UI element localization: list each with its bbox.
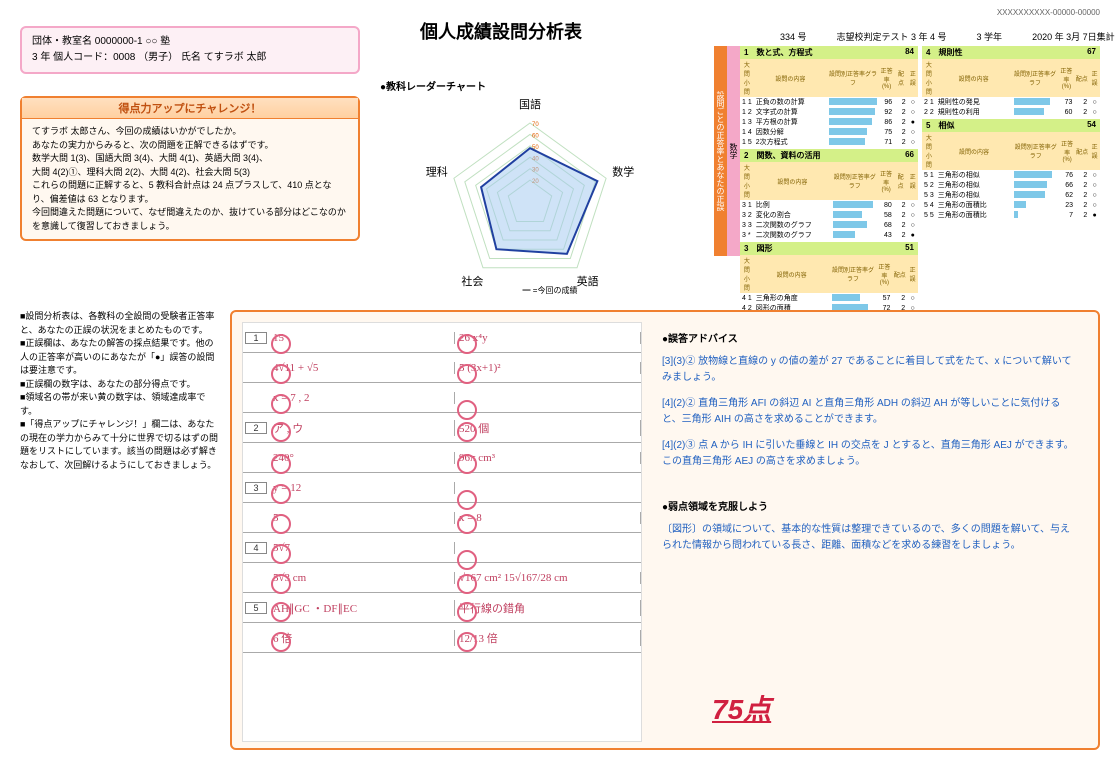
answer-cell: y = 12 bbox=[269, 482, 455, 494]
sheet-row: 6 倍12/13 倍 bbox=[243, 623, 641, 653]
vtab-label: 設問ごとの正答率とあなたの正誤 bbox=[714, 46, 727, 256]
weak-text: 〔図形〕の領域について、基本的な性質は整理できているので、多くの問題を解いて、与… bbox=[662, 522, 1078, 554]
student-info-box: 団体・教室名 0000000-1 ○○ 塾 3 年 個人コード：0008 （男子… bbox=[20, 26, 360, 74]
test-name: 志望校判定テスト 3 年 4 号 bbox=[837, 30, 947, 43]
radar-chart: 203040506070国語数学英語社会理科 bbox=[380, 93, 680, 303]
table-row: 5 3三角形の相似622○ bbox=[922, 190, 1100, 200]
table-row: 2 1規則性の発見732○ bbox=[922, 97, 1100, 107]
challenge-title: 得点力アップにチャレンジ！ bbox=[22, 98, 358, 119]
section-header: 1 数と式、方程式 84 bbox=[740, 46, 918, 59]
svg-text:国語: 国語 bbox=[519, 97, 541, 111]
answer-cell: 96π cm³ bbox=[455, 452, 641, 464]
table-row: 3 3二次関数のグラフ682○ bbox=[740, 220, 918, 230]
answer-cell: x = 8 bbox=[455, 512, 641, 524]
answer-cell: 5 bbox=[269, 512, 455, 524]
question-number: 4 bbox=[245, 542, 267, 554]
table-row: 5 4三角形の面積比232○ bbox=[922, 200, 1100, 210]
advice-item: [3](3)② 放物線と直線の y の値の差が 27 であることに着目して式をた… bbox=[662, 354, 1078, 386]
svg-text:60: 60 bbox=[532, 133, 539, 139]
answer-cell: √167 cm² 15√167/28 cm bbox=[455, 572, 641, 584]
question-number: 3 bbox=[245, 482, 267, 494]
score-display: 75点 bbox=[712, 688, 771, 728]
analysis-tables: 1 数と式、方程式 84大問小問設問の内容設問別正答率グラフ正答率(%)配点正誤… bbox=[740, 46, 1100, 355]
table-row: 5 5三角形の面積比72● bbox=[922, 210, 1100, 220]
answer-cell: AH∥GC ・DF∥EC bbox=[269, 600, 455, 616]
radar-title: ●教科レーダーチャート bbox=[380, 78, 720, 93]
svg-text:70: 70 bbox=[532, 122, 539, 128]
challenge-body: てすラボ 太郎さん、今回の成績はいかがでしたか。 あなたの実力からみると、次の問… bbox=[22, 119, 358, 239]
question-number: 2 bbox=[245, 422, 267, 434]
radar-chart-area: ●教科レーダーチャート 203040506070国語数学英語社会理科 ━ =今回… bbox=[380, 78, 720, 308]
sheet-row: 3y = 12 bbox=[243, 473, 641, 503]
sheet-row: 5AH∥GC ・DF∥EC平行線の錯角 bbox=[243, 593, 641, 623]
answer-cell: 12/13 倍 bbox=[455, 630, 641, 646]
svg-text:数学: 数学 bbox=[612, 165, 634, 179]
student-line: 3 年 個人コード：0008 （男子） 氏名 てすラボ 太郎 bbox=[32, 50, 348, 66]
answer-area: 11526 x⁴y4√11 + √55 (3x+1)²x = 7 , 22ア ,… bbox=[230, 310, 1100, 750]
notes-text: ■設問分析表は、各教科の全設問の受験者正答率と、あなたの正誤の状況をまとめたもの… bbox=[20, 310, 220, 472]
section-header: 2 関数、資料の活用 66 bbox=[740, 149, 918, 162]
table-row: 1 4因数分解752○ bbox=[740, 127, 918, 137]
answer-cell: 26 x⁴y bbox=[455, 332, 641, 344]
section-header: 5 相似 54 bbox=[922, 119, 1100, 132]
sheet-row: 240°96π cm³ bbox=[243, 443, 641, 473]
answer-cell: 6 倍 bbox=[269, 630, 455, 646]
table-row: 1 3平方根の計算862● bbox=[740, 117, 918, 127]
answer-sheet: 11526 x⁴y4√11 + √55 (3x+1)²x = 7 , 22ア ,… bbox=[242, 322, 642, 742]
answer-cell: 5 (3x+1)² bbox=[455, 362, 641, 374]
vertical-tab: 数学 設問ごとの正答率とあなたの正誤 bbox=[724, 46, 740, 256]
question-table: 大問小問設問の内容設問別正答率グラフ正答率(%)配点正誤5 1三角形の相似762… bbox=[922, 132, 1100, 220]
table-row: 2 2規則性の利用602○ bbox=[922, 107, 1100, 117]
challenge-box: 得点力アップにチャレンジ！ てすラボ 太郎さん、今回の成績はいかがでしたか。 あ… bbox=[20, 96, 360, 241]
advice-title: ●誤答アドバイス bbox=[662, 332, 1078, 348]
answer-cell: 15 bbox=[269, 332, 455, 344]
table-row: 3 *二次関数のグラフ432● bbox=[740, 230, 918, 240]
table-row: 5 1三角形の相似762○ bbox=[922, 170, 1100, 180]
date: 2020 年 3月 7日集計 bbox=[1032, 30, 1115, 43]
advice-panel: ●誤答アドバイス [3](3)② 放物線と直線の y の値の差が 27 であるこ… bbox=[652, 322, 1088, 738]
answer-cell: x = 7 , 2 bbox=[269, 392, 455, 404]
issue-no: 334 号 bbox=[780, 30, 807, 43]
section-header: 3 図形 51 bbox=[740, 242, 918, 255]
table-row: 1 2文字式の計算922○ bbox=[740, 107, 918, 117]
table-row: 5 2三角形の相似662○ bbox=[922, 180, 1100, 190]
answer-cell: 240° bbox=[269, 452, 455, 464]
answer-cell: 5√7 bbox=[269, 542, 455, 554]
sheet-row: 2ア , ウ520 個 bbox=[243, 413, 641, 443]
answer-cell: 520 個 bbox=[455, 420, 641, 436]
advice-item: [4](2)② 直角三角形 AFI の斜辺 AI と直角三角形 ADH の斜辺 … bbox=[662, 396, 1078, 428]
advice-item: [4](2)③ 点 A から IH に引いた垂線と IH の交点を J とすると… bbox=[662, 438, 1078, 470]
question-number: 5 bbox=[245, 602, 267, 614]
answer-cell: 5√3 cm bbox=[269, 572, 455, 584]
sheet-row: 5√3 cm√167 cm² 15√167/28 cm bbox=[243, 563, 641, 593]
question-table: 大問小問設問の内容設問別正答率グラフ正答率(%)配点正誤3 1比例802○3 2… bbox=[740, 162, 918, 240]
svg-text:社会: 社会 bbox=[461, 274, 483, 288]
svg-text:英語: 英語 bbox=[577, 274, 599, 288]
vtab-subject: 数学 bbox=[727, 46, 740, 256]
page-title: 個人成績設問分析表 bbox=[420, 18, 582, 44]
grade: 3 学年 bbox=[977, 30, 1003, 43]
table-row: 1 1正負の数の計算962○ bbox=[740, 97, 918, 107]
sheet-row: 45√7 bbox=[243, 533, 641, 563]
sheet-row: 11526 x⁴y bbox=[243, 323, 641, 353]
sheet-row: 5x = 8 bbox=[243, 503, 641, 533]
answer-cell: ア , ウ bbox=[269, 420, 455, 436]
table-row: 1 52次方程式712○ bbox=[740, 137, 918, 147]
table-row: 3 2変化の割合582○ bbox=[740, 210, 918, 220]
header-meta: 334 号 志望校判定テスト 3 年 4 号 3 学年 2020 年 3月 7日… bbox=[780, 30, 1115, 43]
answer-cell: 4√11 + √5 bbox=[269, 362, 455, 374]
school-line: 団体・教室名 0000000-1 ○○ 塾 bbox=[32, 34, 348, 50]
weak-title: ●弱点領域を克服しよう bbox=[662, 500, 1078, 516]
section-header: 4 規則性 67 bbox=[922, 46, 1100, 59]
sheet-row: 4√11 + √55 (3x+1)² bbox=[243, 353, 641, 383]
table-row: 3 1比例802○ bbox=[740, 200, 918, 210]
doc-id: XXXXXXXXXX-00000-00000 bbox=[997, 8, 1100, 17]
question-table: 大問小問設問の内容設問別正答率グラフ正答率(%)配点正誤1 1正負の数の計算96… bbox=[740, 59, 918, 147]
question-table: 大問小問設問の内容設問別正答率グラフ正答率(%)配点正誤2 1規則性の発見732… bbox=[922, 59, 1100, 117]
question-number: 1 bbox=[245, 332, 267, 344]
answer-cell: 平行線の錯角 bbox=[455, 600, 641, 616]
sheet-row: x = 7 , 2 bbox=[243, 383, 641, 413]
svg-text:理科: 理科 bbox=[426, 165, 448, 179]
table-row: 4 1三角形の角度572○ bbox=[740, 293, 918, 303]
